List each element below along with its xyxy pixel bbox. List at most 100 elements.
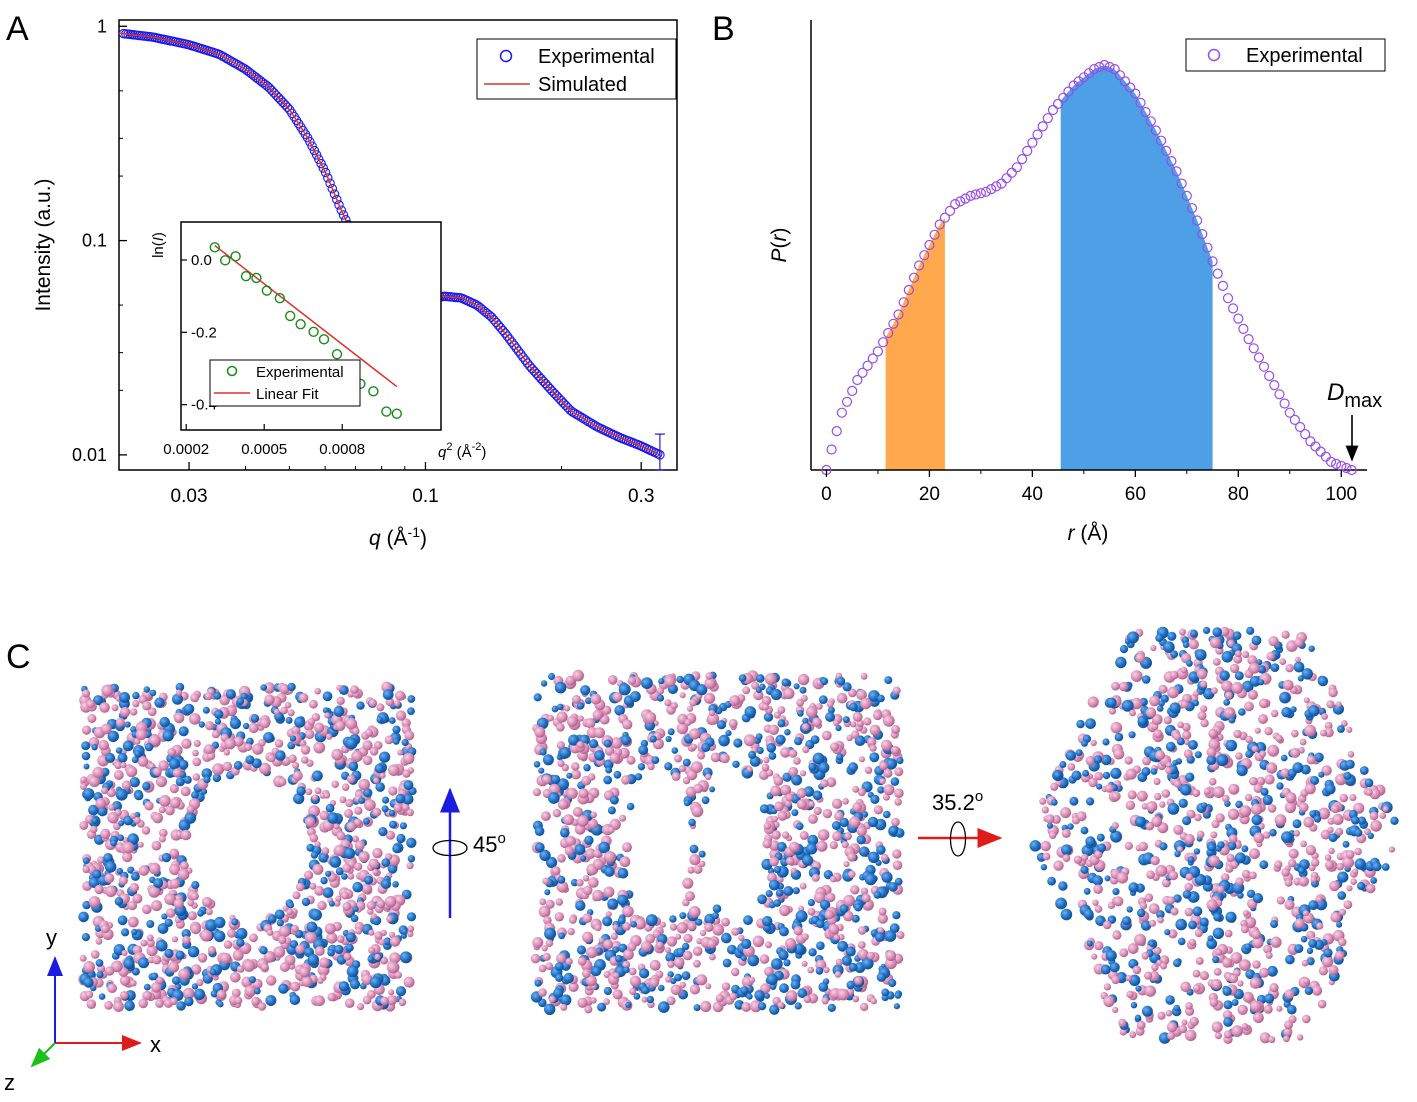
- pink-bead: [1276, 896, 1285, 905]
- pink-bead: [704, 922, 714, 932]
- pink-bead: [1339, 793, 1349, 803]
- blue-bead: [178, 759, 189, 770]
- pink-bead: [204, 744, 215, 755]
- blue-bead: [637, 763, 646, 771]
- blue-bead: [744, 706, 757, 718]
- rotation-45-indicator: 45o: [432, 787, 506, 918]
- pink-bead: [1311, 858, 1320, 867]
- pink-bead: [816, 840, 828, 852]
- blue-bead: [1150, 768, 1158, 775]
- panel-a-experimental-point: [520, 355, 531, 365]
- pink-bead: [1268, 1036, 1276, 1044]
- pink-bead: [309, 833, 319, 843]
- pink-bead: [1182, 722, 1191, 732]
- pink-bead: [719, 753, 730, 764]
- blue-bead: [236, 927, 248, 940]
- pink-bead: [148, 862, 161, 875]
- blue-bead: [695, 918, 703, 926]
- panel-b-experimental-point: [1233, 313, 1244, 324]
- panel-a-experimental-point: [329, 189, 340, 199]
- pink-bead: [779, 905, 791, 917]
- blue-bead: [159, 716, 170, 728]
- pink-bead: [148, 734, 161, 747]
- pink-bead: [867, 951, 875, 960]
- pink-bead: [314, 841, 321, 848]
- blue-bead: [893, 1003, 901, 1010]
- pink-bead: [1279, 658, 1287, 665]
- blue-bead: [212, 773, 222, 783]
- blue-bead: [546, 856, 558, 869]
- pink-bead: [538, 905, 551, 918]
- blue-bead: [213, 930, 226, 943]
- pink-bead: [1237, 1004, 1248, 1015]
- blue-bead: [1267, 965, 1278, 977]
- blue-bead: [328, 900, 335, 907]
- blue-bead: [603, 986, 613, 996]
- pink-bead: [881, 739, 893, 751]
- pink-bead: [538, 964, 547, 973]
- blue-bead: [576, 702, 585, 710]
- blue-bead: [214, 709, 224, 719]
- pink-bead: [227, 928, 237, 938]
- blue-bead: [115, 788, 128, 801]
- blue-bead: [1159, 842, 1168, 851]
- pink-bead: [372, 807, 382, 817]
- panel-b-experimental-point: [1248, 343, 1259, 354]
- panel-b-experimental-point: [1269, 380, 1280, 391]
- blue-bead: [1293, 661, 1305, 673]
- panel-a-x-tick-label: 0.1: [412, 486, 438, 507]
- pink-bead: [169, 784, 179, 794]
- pink-bead: [207, 946, 216, 955]
- blue-bead: [735, 1002, 743, 1009]
- pink-bead: [796, 698, 804, 707]
- blue-bead: [696, 684, 708, 696]
- blue-bead: [175, 682, 185, 692]
- panel-b-experimental-point: [1171, 166, 1182, 177]
- panel-b-experimental-point: [872, 346, 884, 357]
- pink-bead: [688, 906, 701, 918]
- panel-a-experimental-point: [325, 178, 335, 189]
- panel-a-legend-box: [476, 38, 677, 100]
- pink-bead: [882, 793, 890, 801]
- pink-bead: [682, 898, 690, 907]
- pink-bead: [842, 798, 849, 805]
- blue-bead: [172, 693, 183, 705]
- pink-bead: [156, 976, 164, 984]
- blue-bead: [1110, 830, 1123, 843]
- pink-bead: [1223, 1030, 1232, 1039]
- blue-bead: [799, 686, 807, 694]
- blue-bead: [656, 694, 665, 702]
- blue-bead: [603, 739, 612, 748]
- pink-bead: [158, 760, 169, 771]
- blue-bead: [1359, 766, 1369, 775]
- blue-bead: [794, 1002, 802, 1010]
- blue-bead: [711, 912, 719, 920]
- pink-bead: [852, 711, 863, 722]
- pink-bead: [1347, 751, 1355, 758]
- pink-bead: [1132, 965, 1142, 975]
- y-axis-label: y: [46, 925, 57, 950]
- pink-bead: [95, 798, 107, 809]
- pink-bead: [1259, 1032, 1271, 1044]
- pink-bead: [366, 901, 376, 910]
- pink-bead: [563, 814, 574, 826]
- blue-bead: [246, 737, 254, 746]
- pink-bead: [273, 946, 286, 958]
- blue-bead: [265, 995, 277, 1006]
- pink-bead: [309, 699, 318, 709]
- pink-bead: [1281, 868, 1290, 877]
- pink-bead: [130, 708, 138, 716]
- blue-bead: [1071, 770, 1082, 781]
- pink-bead: [1268, 636, 1279, 647]
- pink-bead: [753, 690, 764, 701]
- pink-bead: [797, 673, 810, 686]
- pink-bead: [1041, 806, 1049, 814]
- pink-bead: [692, 946, 703, 956]
- pink-bead: [192, 757, 202, 767]
- blue-bead: [769, 1004, 780, 1015]
- blue-bead: [81, 741, 91, 751]
- inset-legend: Experimental Linear Fit: [209, 359, 361, 407]
- pink-bead: [690, 743, 698, 750]
- pink-bead: [165, 805, 175, 816]
- pink-bead: [189, 713, 201, 725]
